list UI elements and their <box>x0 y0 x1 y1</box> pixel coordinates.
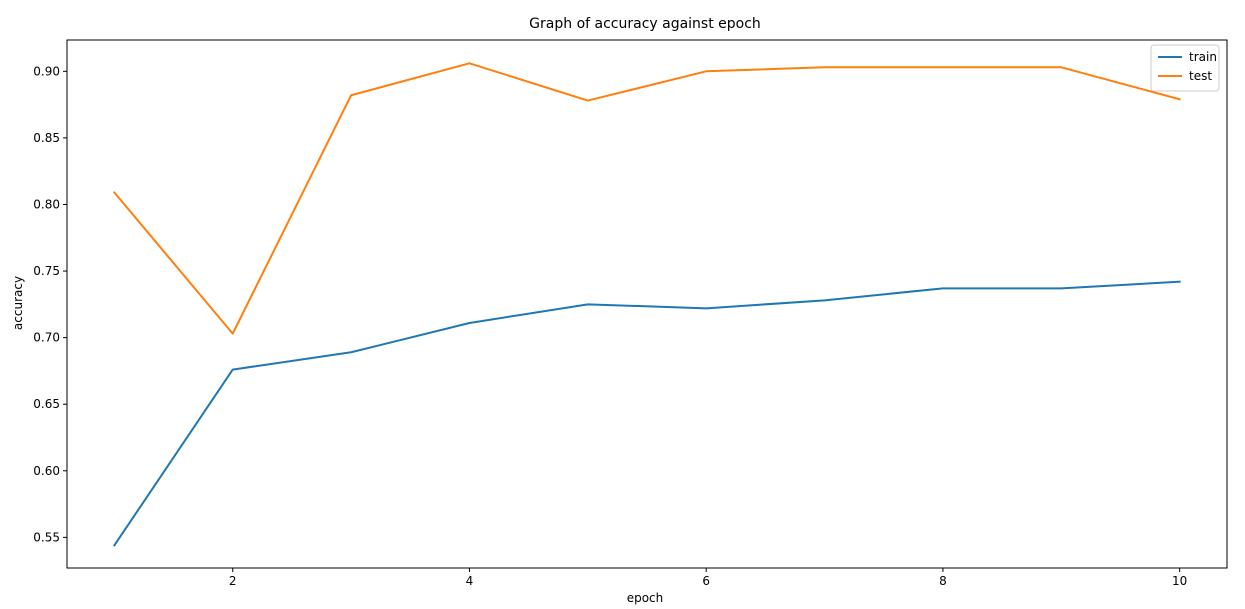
x-tick-label: 4 <box>466 574 474 588</box>
plot-frame <box>66 39 1228 569</box>
y-tick-label: 0.75 <box>33 264 60 278</box>
y-tick-label: 0.85 <box>33 131 60 145</box>
plot-area: 2 4 6 8 10 0.55 0.60 0.65 0.70 0.75 0.80 0.85 0.90 tr… <box>33 39 1228 588</box>
x-tick-label: 6 <box>702 574 710 588</box>
x-axis-label: epoch <box>627 591 664 605</box>
y-tick-label: 0.65 <box>33 397 60 411</box>
series-line-train <box>112 280 1181 547</box>
y-tick-label: 0.60 <box>33 464 60 478</box>
y-tick-label: 0.55 <box>33 530 60 544</box>
legend-label-test: test <box>1189 69 1212 83</box>
y-tick-label: 0.90 <box>33 64 60 78</box>
legend-label-train: train <box>1189 50 1217 64</box>
x-tick-label: 8 <box>939 574 947 588</box>
x-tick-label: 10 <box>1172 574 1187 588</box>
x-tick-label: 2 <box>229 574 237 588</box>
y-tick-label: 0.80 <box>33 197 60 211</box>
series-line-test <box>112 62 1181 335</box>
y-tick-label: 0.70 <box>33 331 60 345</box>
chart-title: Graph of accuracy against epoch <box>529 16 761 32</box>
y-axis-label: accuracy <box>11 276 25 330</box>
